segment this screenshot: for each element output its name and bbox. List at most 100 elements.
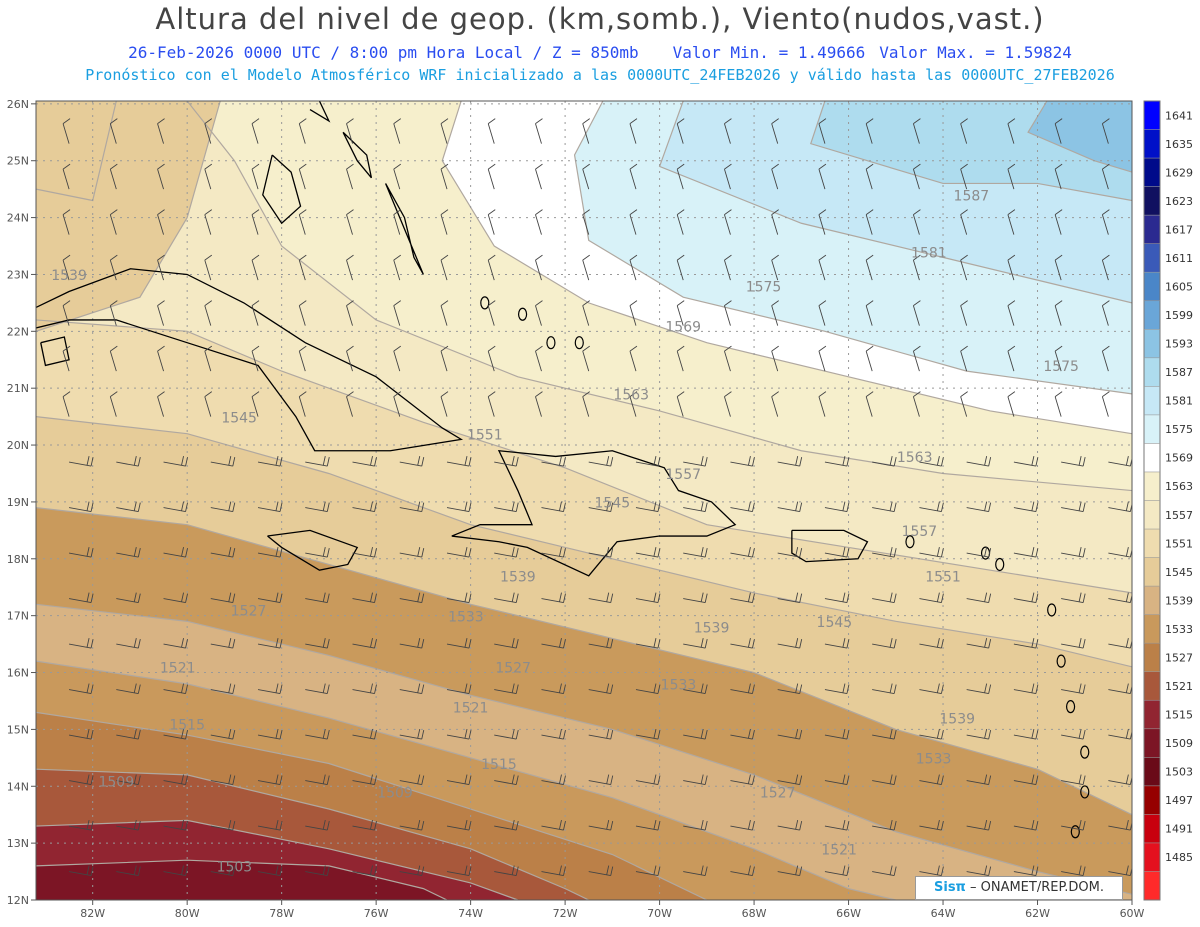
wind-barb [919, 728, 944, 740]
colorbar-label: 1599 [1165, 309, 1193, 322]
island-outline [1056, 654, 1066, 668]
wind-barb [163, 547, 188, 558]
wind-barb [157, 209, 165, 235]
wind-barb [1007, 163, 1016, 190]
colorbar-swatch [1144, 158, 1160, 188]
wind-barb [399, 456, 425, 467]
wind-barb [541, 683, 566, 695]
wind-barb [818, 118, 827, 144]
lon-label: 70W [647, 907, 672, 920]
colorbar-label: 1623 [1165, 195, 1193, 208]
colorbar-label: 1515 [1165, 709, 1193, 722]
wind-barb [683, 728, 708, 740]
wind-barb [1007, 209, 1016, 235]
colorbar-swatch [1144, 500, 1160, 530]
contour-line [36, 603, 1132, 895]
colorbar-label: 1557 [1165, 509, 1193, 522]
wind-barb [818, 163, 827, 190]
wind-barb [1108, 637, 1132, 649]
wind-barb [777, 592, 803, 604]
contour-label: 1557 [665, 467, 701, 483]
wind-barb [440, 300, 449, 326]
wind-barb [588, 592, 614, 604]
map-title: Altura del nivel de geop. (km,somb.), Vi… [155, 2, 1045, 36]
colorbar-swatch [1144, 586, 1160, 616]
wind-barb [777, 728, 803, 740]
lat-label: 22N [7, 325, 29, 338]
wind-barb [163, 865, 188, 877]
contour-line [36, 711, 708, 900]
lat-label: 26N [7, 98, 29, 111]
wind-barb [1054, 345, 1063, 372]
wind-barb [1108, 819, 1132, 831]
wind-barb [960, 163, 968, 190]
wind-barb [210, 819, 236, 831]
colorbar-label: 1617 [1165, 223, 1193, 236]
wind-barb [62, 163, 71, 190]
wind-barb [116, 637, 141, 649]
colorbar-label: 1605 [1165, 280, 1193, 293]
coastline [309, 101, 331, 123]
wind-barb [352, 819, 377, 831]
coastline [36, 268, 464, 452]
wind-barb [210, 865, 236, 877]
wind-barb [399, 819, 425, 831]
wind-barb [1007, 345, 1016, 372]
wind-barb [1101, 345, 1110, 372]
wind-barb [440, 209, 449, 235]
wind-barb [494, 683, 519, 695]
wind-barb [494, 501, 519, 513]
wind-barb [352, 774, 377, 786]
wind-barb [1101, 163, 1110, 190]
island-outline [905, 535, 915, 549]
wind-barb [68, 865, 94, 877]
wind-barb [582, 300, 590, 326]
wind-barb [305, 637, 330, 649]
island-outline [1070, 825, 1080, 839]
wind-barb [730, 501, 755, 513]
wind-barb [298, 118, 307, 144]
island-outline [995, 557, 1005, 572]
wind-barb [966, 683, 992, 695]
contour-line [186, 101, 1132, 492]
wind-barb [872, 637, 897, 649]
wind-barb [298, 209, 307, 235]
wind-barb [535, 391, 543, 417]
colorbar-label: 1641 [1165, 109, 1193, 122]
wind-barb [446, 456, 472, 467]
wind-barb [582, 209, 590, 235]
wind-barb [210, 728, 236, 740]
wind-barb [724, 118, 732, 144]
wind-barb [487, 118, 496, 144]
contour-line [36, 101, 221, 332]
wind-barb [588, 547, 614, 558]
wind-barb [1061, 728, 1086, 740]
wind-barb [163, 637, 188, 649]
wind-barb [446, 819, 472, 831]
wind-barb [440, 345, 449, 372]
wind-barb [210, 456, 236, 467]
wind-barb [399, 592, 425, 604]
lon-label: 80W [175, 907, 200, 920]
contour-label: 1527 [760, 786, 796, 802]
wind-barb [204, 254, 213, 281]
contour-label: 1539 [939, 712, 975, 728]
wind-barb [960, 300, 968, 326]
contour-label: 1521 [821, 843, 857, 859]
wind-barb [771, 254, 779, 281]
contour-label: 1539 [500, 570, 536, 586]
wind-barb [535, 209, 543, 235]
wind-barb [116, 547, 141, 558]
wind-barb [346, 345, 354, 372]
wind-barb [393, 300, 402, 326]
wind-barb [966, 456, 992, 467]
wind-barb [494, 592, 519, 604]
valid-date-time: 26-Feb-2026 0000 UTC / 8:00 pm Hora Loca… [128, 43, 639, 62]
wind-barb [1013, 547, 1039, 558]
credit-org: – ONAMET/REP.DOM. [965, 880, 1104, 895]
wind-barb [771, 118, 779, 144]
wind-barb [824, 819, 850, 831]
date-and-range-line: 26-Feb-2026 0000 UTC / 8:00 pm Hora Loca… [0, 43, 1200, 62]
lat-lon-grid [36, 101, 1132, 900]
wind-barb [62, 254, 71, 281]
